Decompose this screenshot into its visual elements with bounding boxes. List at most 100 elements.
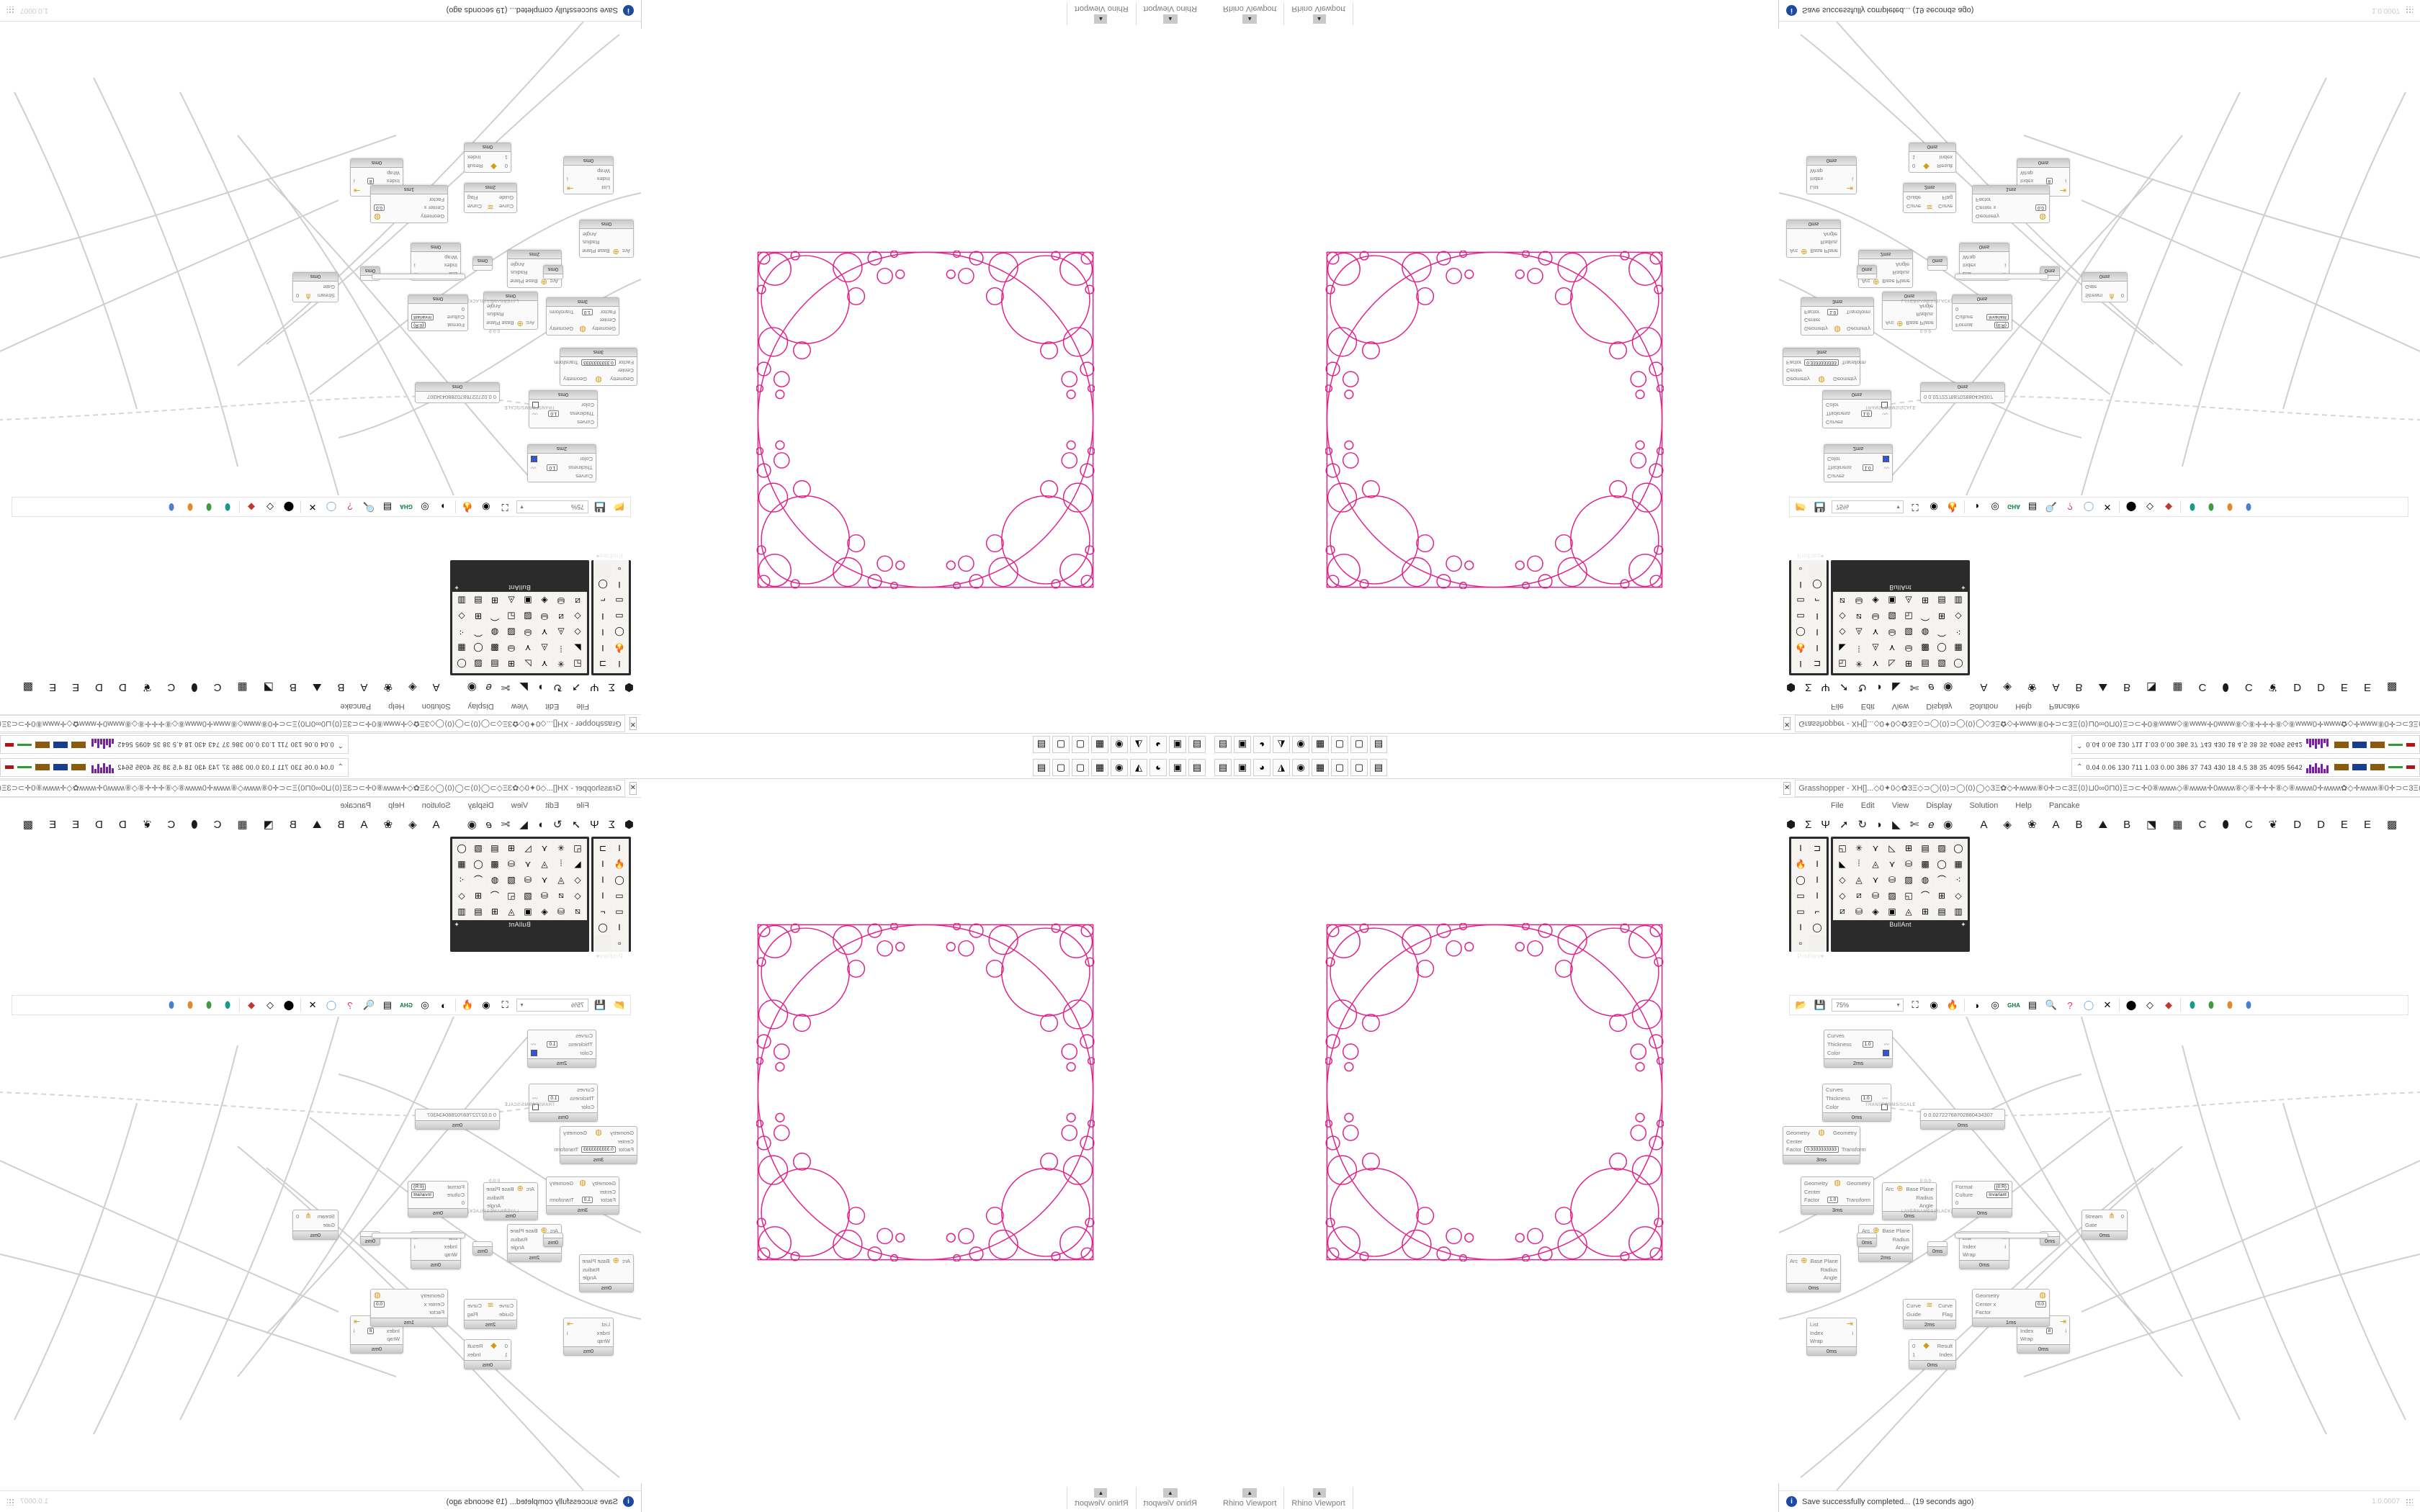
palette-component-8[interactable]: ◣ bbox=[570, 641, 586, 656]
tab-e1-icon[interactable]: E bbox=[72, 818, 80, 831]
palette-component-0[interactable]: I bbox=[611, 657, 627, 672]
tab-display-icon[interactable]: ◉ bbox=[467, 818, 477, 831]
terminal-icon[interactable]: ▤ bbox=[1188, 736, 1206, 754]
palette-component-31[interactable]: ◇ bbox=[1950, 888, 1966, 903]
view-teal-button[interactable]: ⬮ bbox=[224, 999, 231, 1010]
palette-component-9[interactable]: ⦙ bbox=[553, 856, 569, 871]
tab-c2-icon[interactable]: ⬮ bbox=[191, 818, 198, 831]
floppy-save-icon[interactable]: ▣ bbox=[1234, 758, 1251, 776]
chevron-up-icon-2[interactable]: ▲ bbox=[1094, 1488, 1109, 1498]
tab-e1-icon[interactable]: E bbox=[2340, 818, 2348, 831]
palette-component-10[interactable]: I bbox=[1793, 577, 1809, 593]
palette-component-1[interactable]: ⊐ bbox=[1809, 657, 1825, 672]
gha-assembly-button[interactable]: GHA bbox=[2007, 503, 2020, 510]
palette-component-27[interactable]: ▨ bbox=[1884, 888, 1900, 903]
viewport-tab-left[interactable]: Rhino Viewport ▲ bbox=[1216, 1486, 1285, 1509]
tab-params-icon[interactable]: ⬢ bbox=[1786, 681, 1796, 694]
tab-c1-icon[interactable]: C bbox=[2198, 818, 2207, 831]
view-teal-button[interactable]: ⬮ bbox=[224, 502, 231, 513]
palette-component-5[interactable]: I bbox=[1809, 625, 1825, 640]
component-palettes[interactable]: I ⊐ 🔥 I ◯ I ▭ I ▭ ⌐ I ◯ ▫ Profiles ✦ ◱ ✳ ⋎ ◺ ⊞ ▤ ▨ ◯ ◣ ⦙ ◬ ⋎ ⛁ ▩ ◯ ▦ ◇ ◬… bbox=[1789, 837, 2411, 960]
palette-component-9[interactable]: ⦙ bbox=[1851, 856, 1867, 871]
palette-component-2[interactable]: 🔥 bbox=[1793, 641, 1809, 656]
grasshopper-canvas[interactable]: Curves Thickness 1.0 〰 Color 2ms Curves Thickne… bbox=[0, 22, 641, 495]
palette-component-39[interactable]: ▥ bbox=[454, 593, 470, 608]
palette-component-34[interactable]: ◈ bbox=[1868, 904, 1883, 919]
palette-component-19[interactable]: ⛁ bbox=[1884, 625, 1900, 640]
format-component[interactable]: Format {0:R} Culture Invariant 0 0ms bbox=[1952, 1181, 2012, 1218]
dispatch-component[interactable]: 0 ◆ Result 1 Index 0ms bbox=[464, 1339, 511, 1369]
relay-1[interactable]: 0ms bbox=[1857, 265, 1877, 279]
slider-bar[interactable] bbox=[372, 1233, 465, 1238]
menu-item-help[interactable]: Help bbox=[388, 801, 405, 810]
tab-sets-icon[interactable]: Ψ bbox=[1821, 818, 1830, 831]
palette-expand-icon[interactable]: ✦ bbox=[1819, 552, 1825, 560]
menu-item-help[interactable]: Help bbox=[2015, 801, 2032, 810]
palette-component-37[interactable]: ⊞ bbox=[1917, 904, 1933, 919]
palette-expand-icon[interactable]: ✦ bbox=[454, 920, 460, 928]
panel-number[interactable]: 0 0.02722768702880434307 0ms bbox=[415, 1109, 500, 1130]
tab-e3-icon[interactable]: ▩ bbox=[22, 681, 34, 694]
tab-params-icon[interactable]: ⬢ bbox=[624, 818, 634, 831]
palette-component-26[interactable]: ⛁ bbox=[537, 609, 552, 624]
param-value[interactable]: Invariant bbox=[411, 314, 434, 320]
param-value[interactable]: 8 bbox=[367, 178, 375, 184]
preview-shaded-button[interactable]: ⬤ bbox=[2125, 502, 2137, 513]
app-close-icon[interactable]: ✕ bbox=[629, 781, 637, 795]
zoom-level-combo[interactable]: 75% ▼ bbox=[516, 999, 588, 1012]
tab-b2-icon[interactable]: ⛰ bbox=[312, 681, 322, 694]
palette-component-26[interactable]: ⛁ bbox=[1868, 888, 1883, 903]
terminal-icon[interactable]: ▤ bbox=[1188, 758, 1206, 776]
palette-component-30[interactable]: ⊞ bbox=[470, 888, 486, 903]
document-icon[interactable]: ▤ bbox=[1370, 736, 1387, 754]
palette-component-17[interactable]: ◬ bbox=[553, 625, 569, 640]
zoom-extents-button[interactable]: ⛶ bbox=[1912, 502, 1919, 513]
palette-expand-icon[interactable]: ✦ bbox=[454, 584, 460, 592]
palette-component-8[interactable]: ▭ bbox=[1793, 593, 1809, 608]
open-file-button[interactable]: 📂 bbox=[1795, 999, 1808, 1010]
palette-component-25[interactable]: ⧄ bbox=[553, 888, 569, 903]
param-value[interactable]: 1.0 bbox=[1827, 309, 1839, 315]
param-value[interactable]: 0.3333333333 bbox=[581, 359, 616, 366]
taskbar[interactable]: ▤ ▣ ◕ ◮ ◉ ▦ ▢ ▢ ▤ ⌃ 0.04 0.06 130 711 1.03 0.00 … bbox=[0, 733, 1210, 756]
chevron-down-icon[interactable]: ▼ bbox=[1896, 1002, 1901, 1008]
palette-profiles[interactable]: I ⊐ 🔥 I ◯ I ▭ I ▭ ⌐ I ◯ ▫ Profiles ✦ bbox=[591, 552, 631, 675]
palette-component-6[interactable]: ▨ bbox=[1934, 840, 1950, 855]
menu-item-edit[interactable]: Edit bbox=[1860, 702, 1875, 711]
palette-component-9[interactable]: ⌐ bbox=[595, 904, 611, 919]
palette-component-33[interactable]: ⛁ bbox=[1851, 593, 1867, 608]
rhino-viewport-tabs[interactable]: Rhino Viewport ▲ Rhino Viewport ▲ bbox=[641, 0, 1210, 29]
palette-component-18[interactable]: ⋎ bbox=[1868, 625, 1883, 640]
tab-a1-icon[interactable]: A bbox=[432, 681, 440, 694]
floppy-save-icon[interactable]: ▣ bbox=[1234, 736, 1251, 754]
bake-button[interactable]: ◎ bbox=[1991, 999, 1999, 1010]
tab-a3-icon[interactable]: ❀ bbox=[2027, 818, 2037, 831]
preview-red-button[interactable]: ◆ bbox=[2165, 999, 2172, 1010]
param-value[interactable]: Invariant bbox=[411, 1192, 434, 1198]
document-icon[interactable]: ▤ bbox=[1370, 758, 1387, 776]
palette-component-34[interactable]: ◈ bbox=[537, 593, 552, 608]
help-button[interactable]: ? bbox=[347, 999, 353, 1011]
palette-component-12[interactable]: ⛁ bbox=[503, 641, 519, 656]
custom-preview-1[interactable]: Curves Thickness 1.0 〰 Color 2ms bbox=[527, 444, 596, 482]
chevron-up-icon[interactable]: ▲ bbox=[1242, 1488, 1258, 1498]
color-swatch[interactable] bbox=[531, 1050, 537, 1056]
stream-gate[interactable]: Stream ⋔ 0 Gate 0ms bbox=[2081, 272, 2128, 302]
tab-c2-icon[interactable]: ⬮ bbox=[191, 681, 198, 694]
balloon-button[interactable]: ◯ bbox=[2083, 502, 2094, 513]
tab-maths-icon[interactable]: Σ bbox=[1805, 818, 1812, 831]
palette-component-3[interactable]: ◺ bbox=[520, 657, 536, 672]
deconstruct-arc-3[interactable]: Arc ⊕ Base Plane Radius Angle 0ms bbox=[579, 220, 634, 258]
palette-component-33[interactable]: ⛁ bbox=[553, 904, 569, 919]
scale-component-1[interactable]: Geometry ◍ Geometry Center Factor 0.333333333… bbox=[554, 1126, 637, 1164]
palette-component-3[interactable]: ◺ bbox=[1884, 840, 1900, 855]
scale-component-2[interactable]: Geometry ◍ Geometry Center Factor 1.0 Transfor… bbox=[1801, 1176, 1874, 1215]
palette-component-5[interactable]: I bbox=[595, 872, 611, 887]
palette-component-33[interactable]: ⛁ bbox=[1851, 904, 1867, 919]
preview-eye-button[interactable]: ◉ bbox=[482, 502, 490, 513]
param-value[interactable]: 0.0 bbox=[2035, 1301, 2046, 1308]
palette-component-15[interactable]: ▦ bbox=[454, 641, 470, 656]
save-file-button[interactable]: 💾 bbox=[1814, 502, 1827, 513]
ribbon-tabs-core[interactable]: ⬢ Σ Ψ ➚ ↻ ◗ ◣ ✄ 𝑒 ◉ bbox=[467, 818, 634, 831]
palette-component-0[interactable]: I bbox=[611, 840, 627, 855]
